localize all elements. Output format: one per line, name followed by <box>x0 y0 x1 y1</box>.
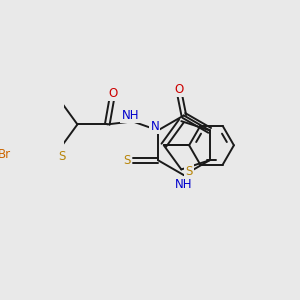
Text: S: S <box>58 150 65 163</box>
Text: S: S <box>123 154 131 167</box>
Text: NH: NH <box>175 178 193 191</box>
Text: O: O <box>175 83 184 96</box>
Text: O: O <box>109 87 118 100</box>
Text: N: N <box>151 120 159 133</box>
Text: Br: Br <box>0 148 11 160</box>
Text: S: S <box>185 164 193 178</box>
Text: NH: NH <box>122 109 139 122</box>
